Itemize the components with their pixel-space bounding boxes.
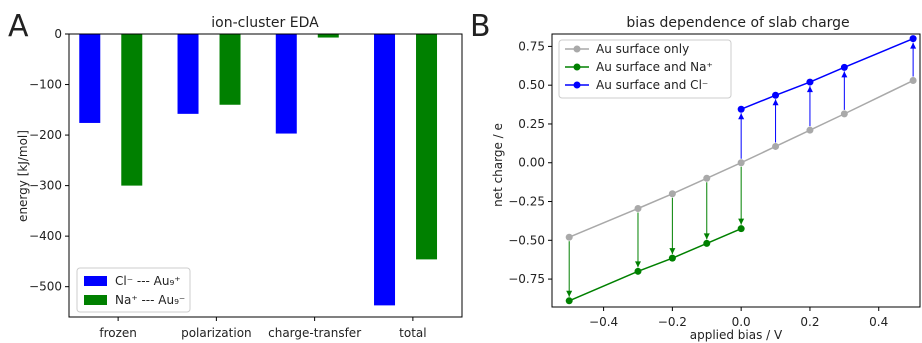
legend-label-au-cl: Au surface and Cl⁻ — [596, 78, 708, 92]
panel-a: A ion-cluster EDA energy [kJ/mol] 0 −100 −… — [8, 9, 463, 340]
series-point — [737, 225, 745, 233]
x-tick-label: 0.2 — [800, 315, 819, 329]
legend-label-au: Au surface only — [596, 42, 689, 56]
panel-a-title: ion-cluster EDA — [211, 15, 319, 31]
panel-b-xlabel: applied bias / V — [690, 328, 783, 342]
panel-a-legend: Cl⁻ --- Au₉⁺ Na⁺ --- Au₉⁻ — [76, 267, 191, 313]
series-point — [909, 35, 917, 43]
panel-a-letter: A — [8, 9, 29, 44]
panel-b-letter: B — [470, 9, 491, 44]
x-tick-label: −0.4 — [589, 315, 618, 329]
series-point — [668, 254, 676, 262]
legend-swatch-na — [84, 295, 107, 305]
y-tick-label: −100 — [29, 78, 62, 92]
bar — [275, 34, 297, 134]
series-point — [634, 267, 642, 275]
series-point — [668, 190, 676, 198]
shift-arrow-head — [738, 113, 745, 120]
legend-marker — [573, 45, 581, 53]
series-line — [568, 227, 742, 302]
y-tick-label: 0.00 — [518, 156, 545, 170]
series-point — [634, 205, 642, 213]
legend-swatch-cl — [84, 276, 107, 286]
x-tick-label: total — [399, 326, 426, 340]
panel-a-bars — [79, 34, 438, 306]
shift-arrow-head — [669, 248, 676, 255]
series-point — [703, 174, 711, 182]
bar — [374, 34, 396, 306]
y-tick-label: −300 — [29, 179, 62, 193]
series-point — [840, 110, 848, 118]
shift-arrow-head — [566, 290, 573, 297]
y-tick-label: −0.50 — [508, 233, 545, 247]
legend-label-cl: Cl⁻ --- Au₉⁺ — [115, 274, 181, 288]
series-point — [772, 142, 780, 150]
legend-marker — [573, 81, 581, 89]
series-line — [740, 37, 914, 110]
series-point — [772, 91, 780, 99]
bar — [177, 34, 199, 114]
series-point — [565, 233, 573, 241]
panel-b-arrows — [566, 42, 917, 297]
panel-b-y-ticks: 0.75 0.50 0.25 0.00 −0.25 −0.50 −0.75 — [508, 39, 552, 286]
series-point — [737, 159, 745, 167]
y-tick-label: −0.25 — [508, 195, 545, 209]
series-point — [703, 239, 711, 247]
x-tick-label: 0.4 — [869, 315, 888, 329]
legend-label-na: Na⁺ --- Au₉⁻ — [115, 293, 185, 307]
shift-arrow-head — [703, 233, 710, 240]
bar — [317, 34, 339, 38]
y-tick-label: 0.25 — [518, 117, 545, 131]
series-point — [806, 78, 814, 86]
legend-label-au-na: Au surface and Na⁺ — [596, 60, 713, 74]
x-tick-label: polarization — [181, 326, 252, 340]
y-tick-label: 0.75 — [518, 39, 545, 53]
y-tick-label: −200 — [29, 128, 62, 142]
y-tick-label: −500 — [29, 280, 62, 294]
shift-arrow-head — [772, 99, 779, 106]
panel-b-ylabel: net charge / e — [491, 123, 505, 207]
legend-marker — [573, 63, 581, 71]
shift-arrow-head — [634, 261, 641, 268]
bar — [219, 34, 241, 105]
y-tick-label: −400 — [29, 229, 62, 243]
shift-arrow-head — [910, 42, 917, 49]
bar — [79, 34, 101, 123]
panel-b: B bias dependence of slab charge net cha… — [470, 9, 921, 342]
panel-b-title: bias dependence of slab charge — [626, 15, 849, 31]
legend-box — [558, 39, 732, 99]
x-tick-label: frozen — [99, 326, 137, 340]
shift-arrow-head — [738, 218, 745, 225]
bar — [121, 34, 143, 186]
panel-b-legend: Au surface only Au surface and Na⁺ Au su… — [558, 39, 732, 99]
panel-b-x-ticks: −0.4 −0.2 0.0 0.2 0.4 — [589, 307, 888, 329]
x-tick-label: −0.2 — [658, 315, 687, 329]
series-point — [565, 297, 573, 305]
y-tick-label: 0.50 — [518, 78, 545, 92]
y-tick-label: −0.75 — [508, 272, 545, 286]
series-point — [909, 77, 917, 85]
series-point — [840, 63, 848, 71]
x-tick-label: 0.0 — [732, 315, 751, 329]
shift-arrow-head — [806, 86, 813, 93]
panel-a-y-ticks: 0 −100 −200 −300 −400 −500 — [29, 27, 69, 294]
x-tick-label: charge-transfer — [268, 326, 361, 340]
panel-b-series — [565, 35, 917, 305]
panel-a-x-ticks: frozen polarization charge-transfer total — [99, 317, 427, 340]
legend-items — [565, 45, 589, 89]
bar — [416, 34, 438, 260]
panel-a-frame — [68, 33, 463, 318]
series-point — [737, 105, 745, 113]
y-tick-label: 0 — [54, 27, 62, 41]
shift-arrow-head — [841, 71, 848, 78]
panel-a-ylabel: energy [kJ/mol] — [16, 130, 30, 222]
series-point — [806, 126, 814, 134]
panel-b-frame — [551, 33, 921, 308]
